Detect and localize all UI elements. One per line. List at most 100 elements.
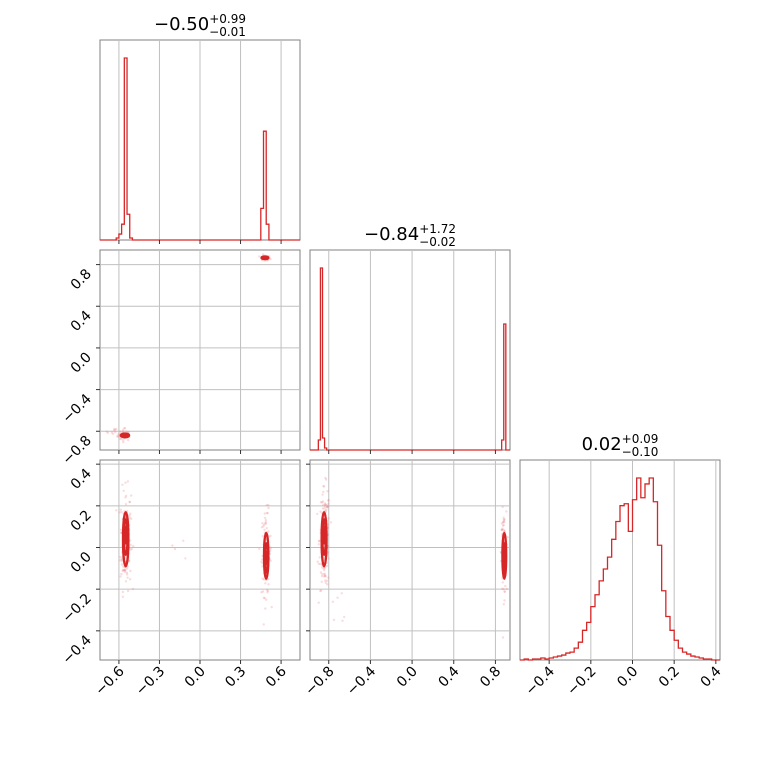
- scatter-0-2-point-257: [261, 565, 264, 568]
- scatter-0-2-point-217: [267, 583, 270, 586]
- scatter-0-2-point-175: [260, 560, 263, 563]
- scatter-0-2-point-114: [131, 587, 135, 591]
- scatter-0-2-point-29: [120, 510, 123, 514]
- scatter-0-2-point-237: [261, 590, 265, 593]
- scatter-0-2-point-227: [266, 591, 269, 594]
- scatter-0-1-point-43: [123, 427, 127, 430]
- histogram-2-xtick-label-3: 0.2: [656, 664, 683, 691]
- scatter-0-2-point-222: [265, 527, 268, 530]
- scatter-0-2-point-176: [263, 528, 266, 531]
- scatter-0-2-point-167: [269, 546, 272, 549]
- scatter-1-2-point-271: [340, 592, 343, 595]
- scatter-0-2-ytick-label-3: 0.2: [68, 507, 95, 534]
- scatter-0-2-point-46: [125, 567, 128, 570]
- scatter-1-2-point-230: [503, 518, 506, 521]
- scatter-1-2-point-203: [500, 522, 503, 525]
- scatter-1-2-point-112: [326, 490, 329, 493]
- scatter-1-2-point-92: [323, 505, 327, 508]
- scatter-0-1-contour-3: [262, 256, 269, 261]
- scatter-0-2-point-136: [130, 517, 133, 520]
- scatter-1-2-point-129: [323, 502, 327, 505]
- scatter-0-2-point-85: [128, 500, 131, 503]
- scatter-0-1-point-44: [115, 427, 118, 431]
- scatter-1-2-point-180: [501, 505, 504, 509]
- scatter-1-2-point-272: [341, 619, 344, 622]
- scatter-1-2-point-238: [501, 524, 505, 527]
- scatter-1-2-point-215: [505, 510, 508, 513]
- scatter-0-2-point-173: [264, 520, 267, 524]
- scatter-0-1-point-40: [123, 427, 126, 430]
- scatter-0-2-point-171: [264, 582, 267, 585]
- scatter-1-2-point-179: [501, 527, 504, 530]
- scatter-0-2-ytick-label-4: 0.4: [68, 466, 95, 493]
- scatter-1-2-point-115: [321, 572, 324, 576]
- scatter-1-2-point-247: [500, 528, 503, 532]
- scatter-0-2-point-272: [184, 557, 187, 560]
- histogram-0-line: [100, 57, 300, 241]
- scatter-1-2-point-227: [502, 518, 506, 521]
- scatter-1-2-point-161: [502, 519, 506, 522]
- scatter-1-2-point-127: [323, 573, 327, 576]
- scatter-1-2-point-126: [317, 543, 320, 546]
- scatter-1-2-point-48: [319, 501, 323, 504]
- title-2-plus: +0.09: [622, 432, 659, 446]
- scatter-0-2: −0.6 −0.3 0.0 0.3 0.6 −0.4 −0.2 0.0 0.2 0.4: [59, 459, 301, 699]
- scatter-0-2-point-95: [126, 589, 130, 593]
- scatter-1-2-point-123: [323, 575, 326, 578]
- scatter-0-2-point-127: [129, 548, 132, 551]
- title-0-minus: −0.01: [209, 25, 246, 39]
- scatter-0-2-points: [115, 480, 273, 626]
- scatter-0-2-point-14: [119, 531, 123, 534]
- scatter-0-2-point-271: [182, 539, 185, 542]
- scatter-0-1-point-38: [119, 430, 122, 433]
- scatter-0-2-point-213: [266, 589, 270, 593]
- scatter-0-1-point-79: [269, 258, 272, 261]
- scatter-1-2-point-169: [503, 590, 506, 593]
- scatter-1-2-point-147: [321, 500, 325, 503]
- title-1-plus: +1.72: [419, 222, 456, 236]
- scatter-0-1-ytick-label-0: −0.8: [59, 433, 94, 468]
- scatter-0-2-point-31: [129, 543, 132, 546]
- scatter-1-2-point-118: [323, 572, 326, 575]
- scatter-1-2-point-130: [323, 569, 326, 572]
- scatter-0-2-point-224: [265, 588, 269, 592]
- scatter-0-2-point-77: [118, 559, 122, 562]
- scatter-1-2-point-150: [319, 571, 323, 574]
- scatter-0-1-point-5: [116, 435, 119, 438]
- scatter-1-2-xtick-label-4: 0.8: [477, 664, 504, 691]
- title-0-median: −0.50: [154, 14, 209, 35]
- scatter-0-2-xtick-label-2: 0.0: [182, 664, 209, 691]
- scatter-0-1-point-24: [117, 432, 120, 436]
- scatter-0-2-point-89: [129, 539, 132, 542]
- scatter-0-2-xtick-label-0: −0.6: [92, 663, 127, 698]
- scatter-0-2-point-19: [124, 503, 128, 506]
- scatter-0-2-point-158: [120, 558, 124, 562]
- scatter-0-1-point-1: [121, 430, 125, 433]
- scatter-1-2-point-159: [322, 567, 326, 570]
- scatter-1-2-point-248: [503, 590, 506, 593]
- title-1: −0.84+1.72 −0.02: [364, 222, 456, 249]
- scatter-0-2-point-65: [122, 568, 125, 571]
- scatter-0-1-point-25: [121, 428, 125, 432]
- scatter-1-2-point-38: [327, 517, 330, 520]
- scatter-1-2-point-87: [317, 562, 320, 566]
- scatter-0-2-point-125: [120, 557, 123, 561]
- scatter-0-2-point-118: [124, 481, 127, 484]
- scatter-1-2-point-77: [322, 504, 325, 507]
- scatter-0-1-point-50: [111, 432, 115, 435]
- scatter-0-2-point-44: [128, 501, 131, 504]
- scatter-1-2-xtick-label-0: −0.8: [302, 664, 337, 699]
- scatter-1-2-point-219: [502, 523, 505, 527]
- scatter-1-2-point-3: [317, 540, 321, 543]
- scatter-0-2-point-50: [124, 580, 128, 583]
- scatter-1-2-point-145: [324, 503, 327, 506]
- scatter-1-2-points: [316, 476, 509, 639]
- title-0: −0.50+0.99 −0.01: [154, 12, 246, 39]
- scatter-1-2-point-131: [321, 566, 324, 569]
- scatter-0-1-point-28: [119, 437, 122, 441]
- scatter-0-2-point-139: [128, 578, 132, 581]
- scatter-1-2-point-24: [322, 485, 326, 488]
- histogram-2-frame: [519, 459, 721, 661]
- scatter-0-1-point-21: [122, 439, 125, 442]
- scatter-0-2-point-250: [261, 577, 264, 580]
